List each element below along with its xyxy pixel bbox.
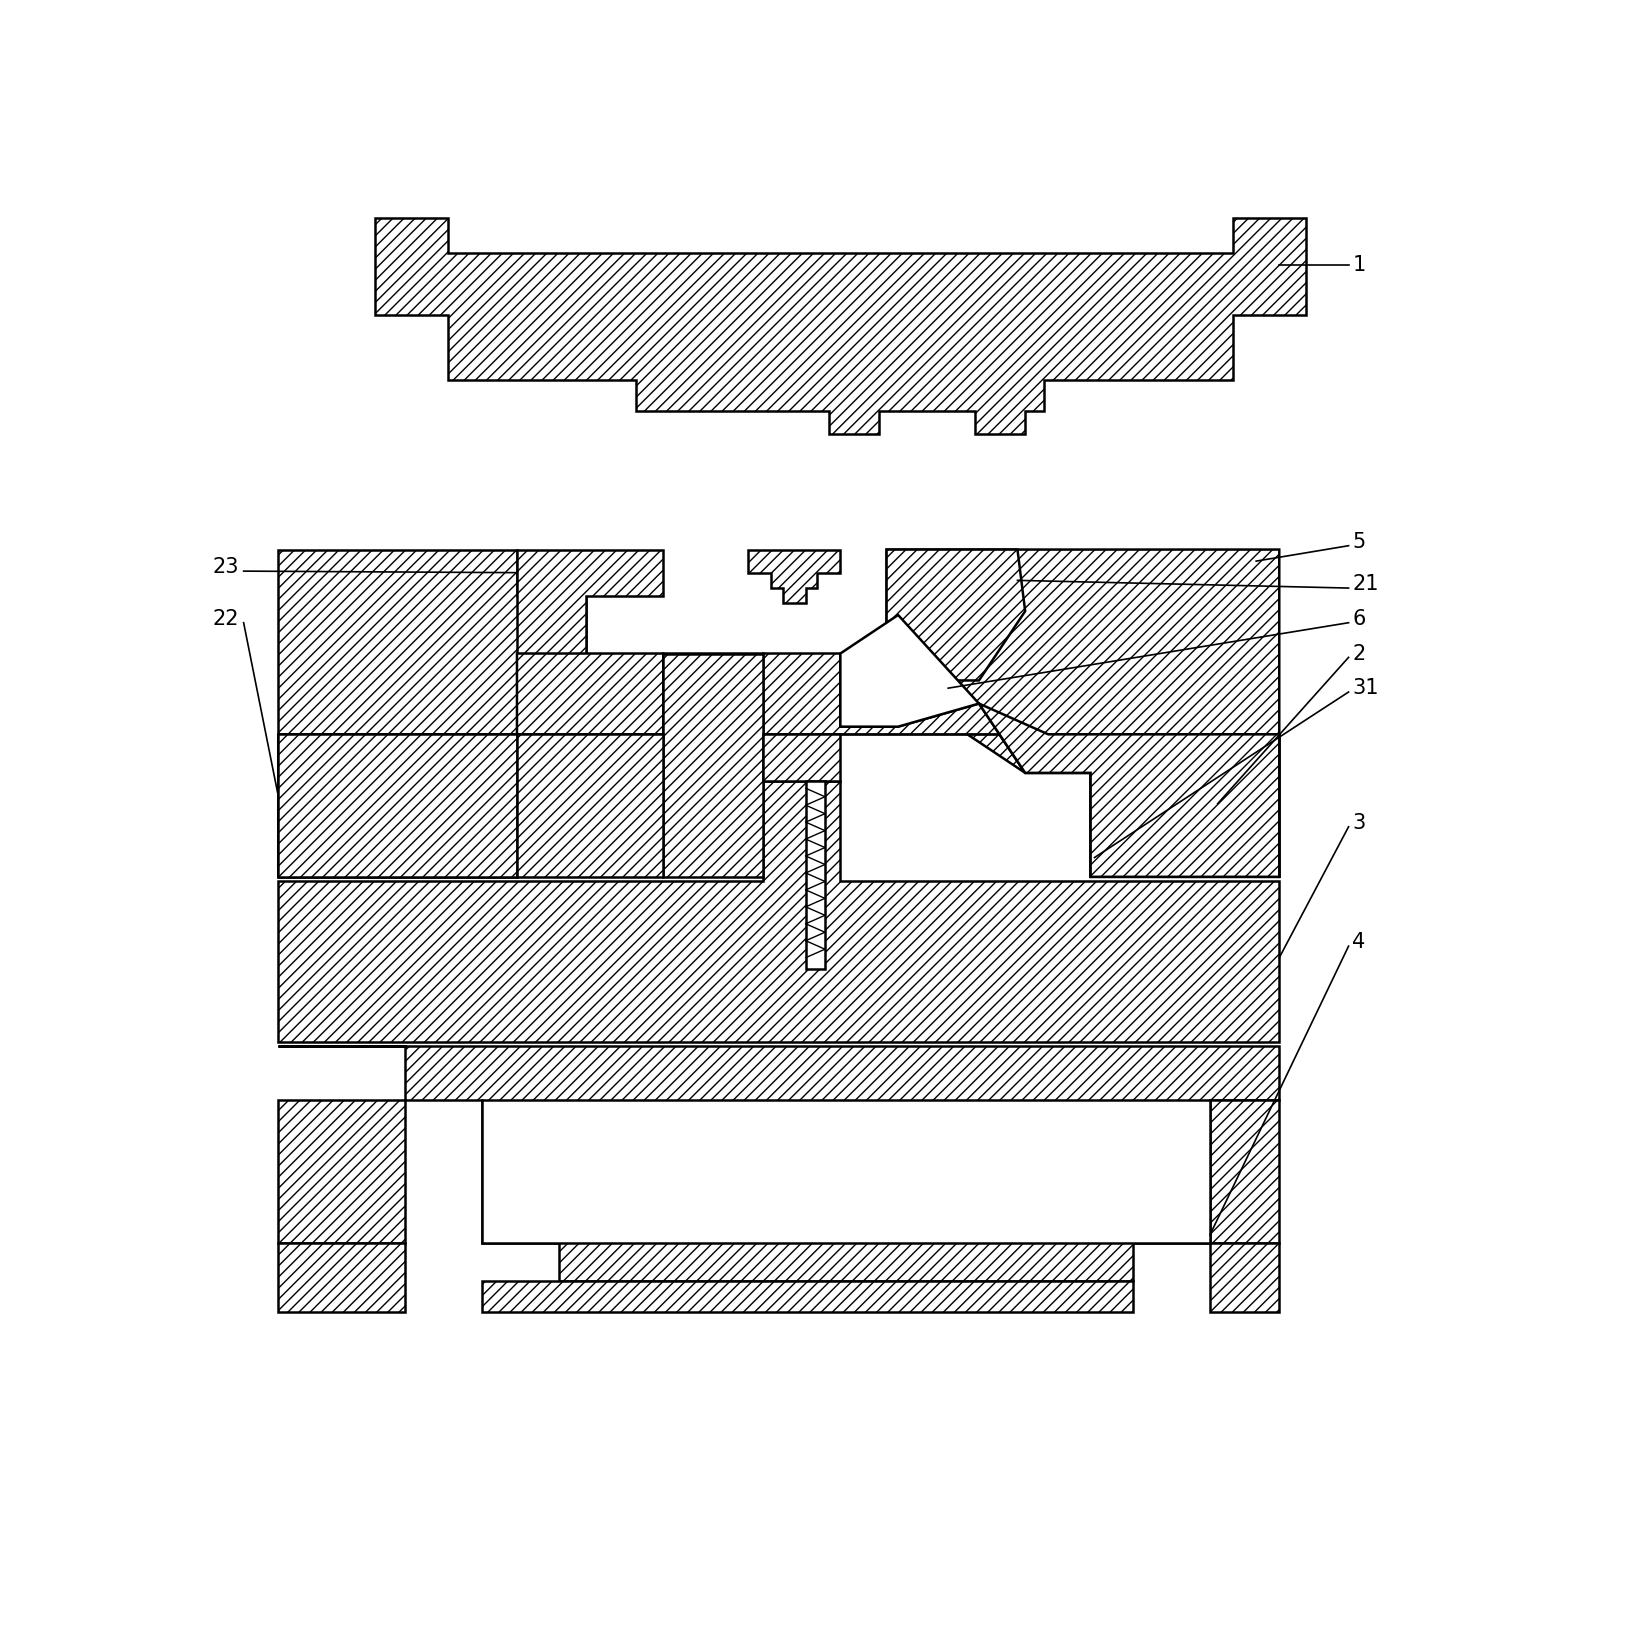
Polygon shape (375, 218, 1306, 435)
Text: 2: 2 (1352, 643, 1365, 664)
Text: 31: 31 (1352, 679, 1378, 698)
Polygon shape (279, 734, 516, 877)
Polygon shape (279, 550, 587, 877)
Text: 1: 1 (1352, 254, 1365, 275)
Text: 3: 3 (1352, 812, 1365, 834)
Polygon shape (978, 703, 1280, 877)
Polygon shape (887, 550, 1280, 877)
Polygon shape (764, 734, 841, 780)
Polygon shape (279, 653, 1280, 877)
Polygon shape (279, 1242, 405, 1312)
Polygon shape (887, 550, 1024, 681)
Polygon shape (1210, 1101, 1280, 1242)
Polygon shape (806, 780, 824, 969)
Text: 6: 6 (1352, 609, 1365, 628)
Polygon shape (279, 1101, 405, 1242)
Text: 22: 22 (213, 609, 239, 628)
Polygon shape (516, 550, 664, 734)
Polygon shape (279, 780, 1280, 1042)
Text: 5: 5 (1352, 532, 1365, 552)
Polygon shape (664, 653, 764, 877)
Polygon shape (482, 1281, 1133, 1312)
Polygon shape (516, 734, 664, 877)
Polygon shape (841, 615, 978, 726)
Text: 4: 4 (1352, 933, 1365, 952)
Text: 23: 23 (213, 557, 239, 578)
Polygon shape (747, 550, 841, 604)
Polygon shape (279, 1047, 1280, 1281)
Polygon shape (482, 1101, 1210, 1242)
Polygon shape (279, 653, 1280, 877)
Text: 21: 21 (1352, 575, 1378, 594)
Polygon shape (1210, 1242, 1280, 1312)
